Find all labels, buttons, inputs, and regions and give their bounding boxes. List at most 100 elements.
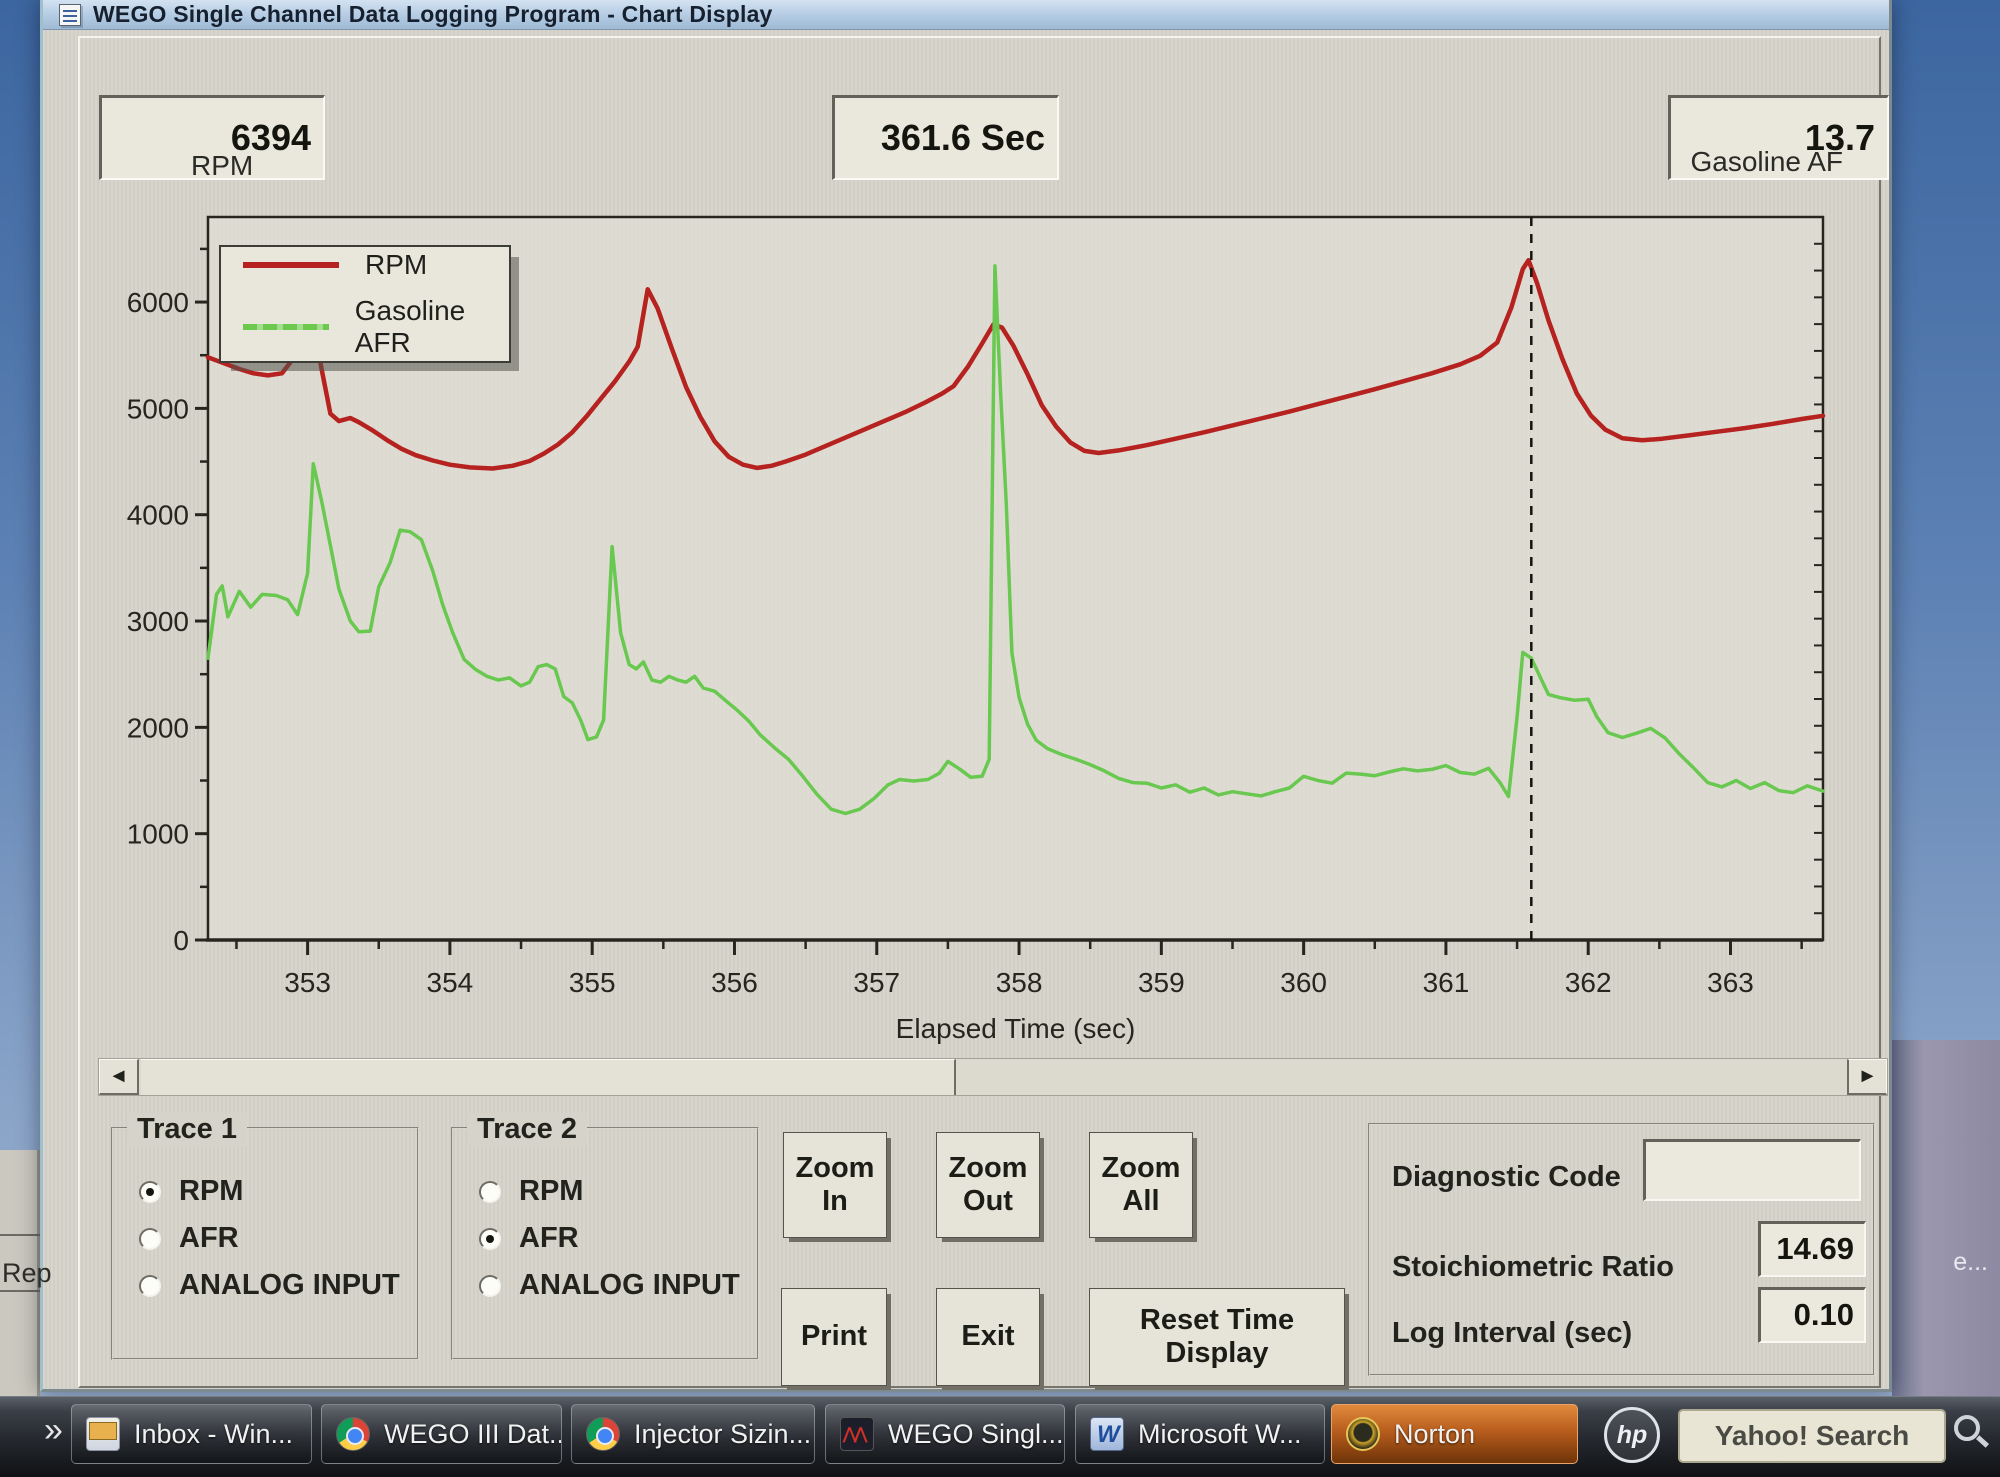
taskbar-item-wego-singl[interactable]: WEGO Singl... [825,1404,1065,1464]
afr-trace [206,264,1825,816]
afr-readout-field[interactable]: 13.7 [1668,95,1889,180]
chart-plot-area[interactable]: 0 1000 2000 3000 4000 5000 6000 353 354 355 356 357… [43,0,1895,1392]
taskbar-item-label: Norton [1394,1418,1476,1449]
radio-option-afr[interactable]: AFR [139,1222,400,1255]
background-window-left [0,1150,40,1396]
svg-text:356: 356 [711,967,758,998]
taskbar: » Inbox - Win... WEGO III Dat... Injector … [0,1396,2000,1477]
afr-line-swatch [243,324,329,330]
diagnostic-code-label: Diagnostic Code [1392,1161,1621,1193]
diagnostic-code-field[interactable] [1643,1139,1861,1201]
radio-option-afr[interactable]: AFR [479,1222,740,1255]
background-rep-button[interactable]: Rep [2,1258,52,1288]
radio-label: AFR [519,1222,579,1254]
application-icon [59,3,81,26]
legend-label-afr: Gasoline AFR [354,295,466,358]
reset-time-display-button[interactable]: Reset Time Display [1089,1288,1345,1386]
radio-label: ANALOG INPUT [179,1269,400,1301]
search-icon[interactable] [1954,1415,1980,1441]
svg-text:5000: 5000 [127,393,189,424]
trace2-group: Trace 2 RPM AFR ANALOG INPUT [451,1113,759,1360]
scrollbar-thumb[interactable] [141,1059,956,1095]
svg-text:3000: 3000 [127,606,189,637]
wego-chart-window: WEGO Single Channel Data Logging Program… [40,0,1892,1392]
diagnostics-group: Diagnostic Code Stoichiometric Ratio 14.… [1368,1123,1875,1376]
exit-button[interactable]: Exit [936,1288,1040,1386]
svg-text:6000: 6000 [127,287,189,318]
legend-item-afr: Gasoline AFR [243,295,509,359]
radio-option-rpm[interactable]: RPM [139,1175,400,1208]
zoom-all-button[interactable]: Zoom All [1089,1132,1193,1238]
radio-icon[interactable] [139,1274,161,1297]
background-edge-text: e... [1953,1248,1988,1276]
chrome-icon [336,1417,370,1451]
rpm-line-swatch [243,262,339,268]
svg-text:4000: 4000 [127,500,189,531]
svg-text:2000: 2000 [127,712,189,743]
radio-icon[interactable] [479,1180,501,1203]
legend-label-rpm: RPM [365,249,428,280]
rpm-trace [205,257,1826,471]
taskbar-item-label: WEGO Singl... [888,1418,1064,1449]
title-bar[interactable]: WEGO Single Channel Data Logging Program… [43,0,1889,30]
taskbar-item-norton[interactable]: Norton [1331,1404,1578,1464]
svg-text:355: 355 [569,967,616,998]
radio-label: RPM [519,1175,584,1207]
time-scrollbar[interactable]: ◄ ► [98,1058,1888,1096]
taskbar-item-label: WEGO III Dat... [384,1418,562,1449]
taskbar-item-label: Microsoft W... [1138,1418,1302,1449]
trace2-group-label: Trace 2 [467,1113,587,1146]
radio-icon[interactable] [139,1227,161,1250]
radio-label: ANALOG INPUT [519,1269,740,1301]
background-panel-right [1892,1040,2000,1396]
svg-text:Elapsed Time (sec): Elapsed Time (sec) [896,1013,1136,1044]
taskbar-item-wego-iii-dat[interactable]: WEGO III Dat... [321,1404,562,1464]
radio-option-analog-input[interactable]: ANALOG INPUT [139,1269,400,1302]
chrome-icon [586,1417,620,1451]
svg-text:357: 357 [853,967,900,998]
hp-logo[interactable]: hp [1604,1407,1660,1463]
taskbar-overflow-chevron[interactable]: » [44,1411,63,1449]
radio-selected-icon[interactable] [479,1227,501,1250]
scroll-right-button[interactable]: ► [1847,1059,1887,1095]
window-title: WEGO Single Channel Data Logging Program… [93,1,773,27]
radio-option-rpm[interactable]: RPM [479,1175,740,1208]
scroll-left-button[interactable]: ◄ [99,1059,139,1095]
svg-text:361: 361 [1423,967,1470,998]
taskbar-item-microsoft-w[interactable]: Microsoft W... [1075,1404,1325,1464]
trace1-group: Trace 1 RPM AFR ANALOG INPUT [111,1113,419,1360]
radio-icon[interactable] [479,1274,501,1297]
taskbar-item-label: Injector Sizin... [634,1418,812,1449]
log-interval-field[interactable]: 0.10 [1758,1287,1866,1343]
mail-icon [86,1417,120,1451]
chart-legend[interactable]: RPM Gasoline AFR [219,245,511,363]
print-button[interactable]: Print [781,1288,887,1386]
yahoo-search-input[interactable]: Yahoo! Search [1678,1409,1946,1463]
taskbar-item-injector-sizin[interactable]: Injector Sizin... [571,1404,815,1464]
wego-icon [840,1417,874,1451]
chart-canvas: 0 1000 2000 3000 4000 5000 6000 353 354 355 356 357… [127,215,1826,1044]
trace1-group-label: Trace 1 [127,1113,247,1146]
svg-text:0: 0 [173,925,189,956]
rpm-readout-field[interactable]: 6394 [99,95,325,180]
svg-text:358: 358 [996,967,1043,998]
radio-label: AFR [179,1222,239,1254]
svg-text:359: 359 [1138,967,1185,998]
svg-text:360: 360 [1280,967,1327,998]
client-panel [78,36,1881,1388]
svg-text:354: 354 [427,967,474,998]
taskbar-item-label: Inbox - Win... [134,1418,294,1449]
radio-label: RPM [179,1175,244,1207]
stoichiometric-ratio-field[interactable]: 14.69 [1758,1221,1866,1277]
radio-option-analog-input[interactable]: ANALOG INPUT [479,1269,740,1302]
legend-item-rpm: RPM [243,249,509,281]
time-readout-field[interactable]: 361.6 Sec [832,95,1059,180]
zoom-in-button[interactable]: Zoom In [783,1132,887,1238]
svg-text:362: 362 [1565,967,1612,998]
stoichiometric-ratio-label: Stoichiometric Ratio [1392,1251,1674,1283]
svg-text:1000: 1000 [127,819,189,850]
zoom-out-button[interactable]: Zoom Out [936,1132,1040,1238]
word-icon [1090,1417,1124,1451]
taskbar-item-inbox-win[interactable]: Inbox - Win... [71,1404,312,1464]
radio-selected-icon[interactable] [139,1180,161,1203]
